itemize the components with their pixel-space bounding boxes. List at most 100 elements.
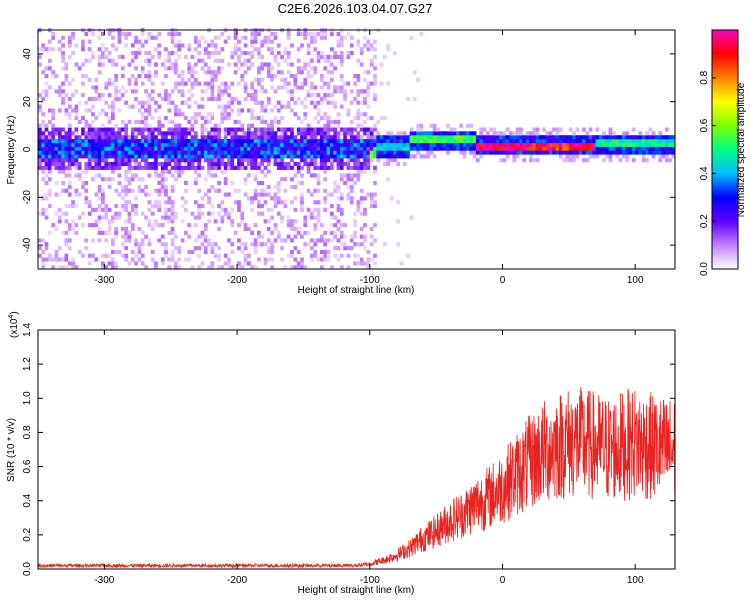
heatmap-cell <box>227 139 231 144</box>
heatmap-cell <box>330 204 334 209</box>
heatmap-cell <box>446 150 450 155</box>
heatmap-cell <box>87 127 92 132</box>
heatmap-cell <box>207 154 211 159</box>
heatmap-cell <box>101 200 105 205</box>
heatmap-cell <box>64 173 69 178</box>
heatmap-cell <box>582 146 586 151</box>
snr-x-axis: -300 -200 -100 0 100 <box>94 330 644 586</box>
heatmap-cell <box>230 142 235 147</box>
heatmap-cell <box>190 70 195 75</box>
heatmap-cell <box>306 146 311 151</box>
heatmap-cell <box>71 142 75 147</box>
heatmap-cell <box>164 253 168 258</box>
heatmap-cell <box>193 77 198 82</box>
heatmap-cell <box>333 223 338 228</box>
heatmap-cell <box>399 154 404 159</box>
heatmap-cell <box>167 96 172 102</box>
snr-series <box>37 386 676 569</box>
heatmap-cell <box>253 249 258 255</box>
heatmap-cell <box>230 207 235 212</box>
heatmap-cell <box>499 150 503 155</box>
heatmap-cell <box>446 146 450 151</box>
heatmap-cell <box>273 139 278 144</box>
heatmap-cell <box>154 139 158 144</box>
heatmap-cell <box>210 161 215 167</box>
heatmap-cell <box>260 85 265 90</box>
heatmap-cell <box>243 181 248 186</box>
heatmap-cell <box>462 135 467 140</box>
heatmap-cell <box>280 215 284 220</box>
colorbar-label: Normalized spectral amplitude <box>736 82 747 217</box>
heatmap-cell <box>280 238 284 243</box>
heatmap-cell <box>260 192 265 197</box>
heatmap-cell <box>170 127 175 132</box>
heatmap-cell <box>286 62 291 67</box>
heatmap-cell <box>303 135 308 140</box>
heatmap-cell <box>223 150 228 155</box>
heatmap-cell <box>608 139 613 144</box>
heatmap-cell <box>111 131 115 136</box>
heatmap-cell <box>64 230 69 235</box>
heatmap-cell <box>565 135 570 140</box>
heatmap-cell <box>177 154 182 159</box>
heatmap-cell <box>323 54 328 60</box>
heatmap-cell <box>303 77 308 82</box>
colorbar-tick-label: 0.4 <box>699 166 710 180</box>
heatmap-cell <box>170 204 175 209</box>
heatmap-cell <box>257 131 261 136</box>
heatmap-cell <box>459 142 464 147</box>
heatmap-cell <box>250 51 255 56</box>
heatmap-cell <box>104 161 109 167</box>
heatmap-cell <box>64 93 69 98</box>
heatmap-cell <box>97 219 102 224</box>
heatmap-cell <box>253 192 258 197</box>
heatmap-cell <box>300 135 304 140</box>
heatmap-cell <box>310 142 314 147</box>
heatmap-cell <box>339 51 344 56</box>
heatmap-cell <box>283 131 288 136</box>
heatmap-cell <box>150 131 155 136</box>
heatmap-cell <box>61 43 65 48</box>
heatmap-cell <box>658 142 663 147</box>
heatmap-cell <box>313 249 318 255</box>
heatmap-cell <box>310 127 314 132</box>
heatmap-cell <box>174 177 178 182</box>
heatmap-cell <box>170 211 175 216</box>
heatmap-cell <box>190 85 195 90</box>
heatmap-cell <box>233 31 238 37</box>
heatmap-cell <box>539 142 543 147</box>
heatmap-cell <box>618 142 623 147</box>
heatmap-cell <box>416 139 420 144</box>
heatmap-cell <box>260 188 265 193</box>
heatmap-cell <box>396 135 401 140</box>
heatmap-cell <box>373 39 377 44</box>
heatmap-cell <box>260 131 265 136</box>
heatmap-cell <box>44 154 49 159</box>
heatmap-cell <box>303 158 308 163</box>
heatmap-cell <box>545 150 550 155</box>
heatmap-cell <box>300 200 304 205</box>
heatmap-cell <box>303 139 308 144</box>
heatmap-cell <box>270 39 274 44</box>
heatmap-cell <box>154 135 158 140</box>
heatmap-cell <box>373 223 377 228</box>
heatmap-cell <box>396 161 401 167</box>
heatmap-cell <box>247 93 251 98</box>
heatmap-cell <box>57 150 62 155</box>
heatmap-cell <box>180 43 185 48</box>
heatmap-cell <box>330 142 334 147</box>
heatmap-cell <box>217 131 221 136</box>
heatmap-cell <box>386 177 391 182</box>
heatmap-cell <box>422 142 427 147</box>
heatmap-cell <box>260 43 265 48</box>
y-tick-label: 1.0 <box>22 391 33 405</box>
heatmap-cell <box>442 135 447 140</box>
heatmap-cell <box>203 127 208 132</box>
heatmap-cell <box>240 215 245 220</box>
heatmap-cell <box>174 139 178 144</box>
heatmap-cell <box>257 146 261 151</box>
heatmap-cell <box>349 150 354 155</box>
heatmap-cell <box>293 226 298 232</box>
heatmap-cell <box>87 139 92 144</box>
heatmap-cell <box>300 196 304 201</box>
